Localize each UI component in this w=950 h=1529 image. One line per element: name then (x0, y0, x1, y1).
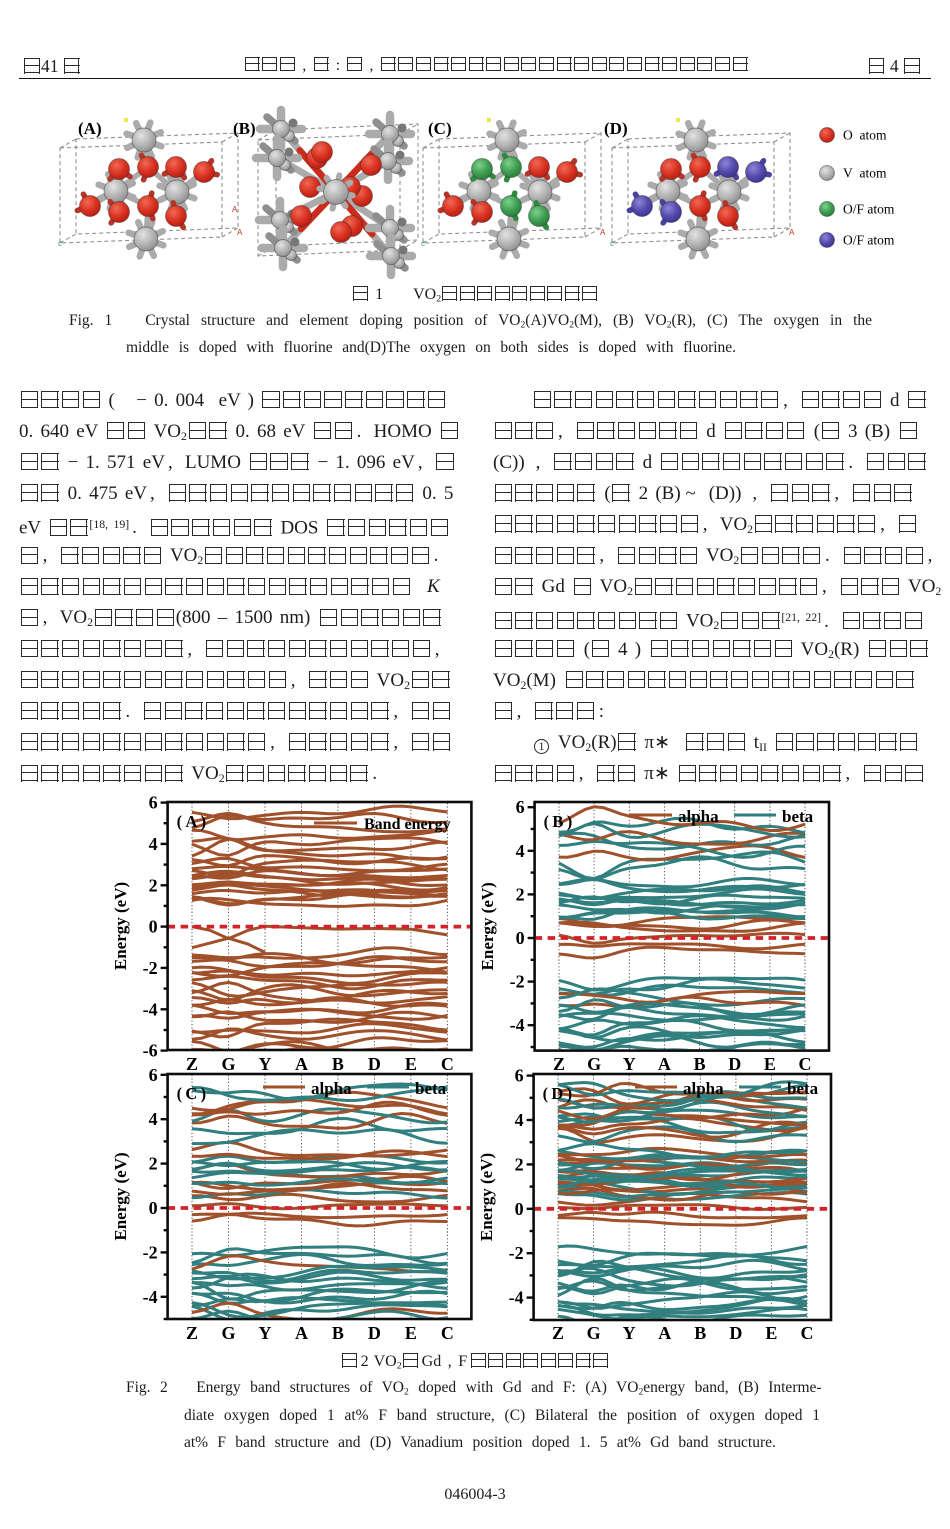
svg-text:B: B (332, 1054, 344, 1074)
svg-text:beta: beta (787, 1079, 819, 1098)
svg-text:-4: -4 (143, 1287, 158, 1307)
svg-text:Energy (eV): Energy (eV) (477, 1153, 496, 1241)
svg-text:-2: -2 (510, 972, 525, 992)
svg-text:-2: -2 (143, 958, 158, 978)
svg-text:4: 4 (149, 1109, 158, 1129)
svg-text:-4: -4 (143, 999, 158, 1019)
svg-text:-6: -6 (143, 1041, 158, 1061)
svg-text:2: 2 (149, 875, 158, 895)
svg-text:-4: -4 (510, 1015, 525, 1035)
svg-text:O atom: O atom (843, 128, 887, 143)
svg-text:C: C (801, 1323, 814, 1343)
svg-text:c: c (58, 239, 62, 248)
svg-text:0: 0 (149, 917, 158, 937)
svg-text:A: A (658, 1054, 671, 1074)
svg-text:4: 4 (515, 1110, 524, 1130)
svg-text:D: D (729, 1323, 742, 1343)
svg-text:alpha: alpha (678, 807, 719, 826)
svg-text:A: A (789, 228, 795, 237)
svg-text:4: 4 (149, 834, 158, 854)
svg-text:B: B (694, 1323, 706, 1343)
svg-text:6: 6 (516, 797, 525, 817)
svg-text:Y: Y (259, 1323, 272, 1343)
svg-text:B: B (694, 1054, 706, 1074)
svg-text:0: 0 (515, 1199, 524, 1219)
svg-text:Y: Y (623, 1054, 636, 1074)
svg-text:alpha: alpha (311, 1079, 352, 1098)
svg-text:6: 6 (149, 1065, 158, 1085)
svg-text:Y: Y (623, 1323, 636, 1343)
svg-text:0: 0 (149, 1198, 158, 1218)
svg-text:G: G (221, 1054, 235, 1074)
svg-text:G: G (587, 1054, 601, 1074)
svg-text:(D): (D) (604, 119, 628, 138)
svg-text:A: A (295, 1054, 308, 1074)
svg-text:beta: beta (782, 807, 814, 826)
svg-text:-2: -2 (143, 1242, 158, 1262)
svg-text:( B ): ( B ) (544, 812, 573, 831)
svg-text:-4: -4 (509, 1288, 524, 1308)
svg-text:C: C (799, 1054, 812, 1074)
svg-text:Z: Z (186, 1054, 198, 1074)
svg-text:alpha: alpha (683, 1079, 724, 1098)
svg-text:A: A (232, 205, 238, 214)
svg-text:Z: Z (186, 1323, 198, 1343)
svg-text:O/F atom: O/F atom (843, 202, 895, 217)
svg-text:A: A (658, 1323, 671, 1343)
svg-text:0: 0 (516, 928, 525, 948)
svg-text:O/F atom: O/F atom (843, 233, 895, 248)
svg-text:Band energy: Band energy (364, 816, 451, 833)
svg-text:2: 2 (149, 1154, 158, 1174)
svg-text:(B): (B) (233, 119, 256, 138)
svg-text:D: D (368, 1054, 381, 1074)
svg-text:V atom: V atom (843, 166, 887, 181)
svg-text:4: 4 (516, 841, 525, 861)
svg-text:A: A (295, 1323, 308, 1343)
svg-text:D: D (728, 1054, 741, 1074)
svg-text:E: E (765, 1323, 777, 1343)
svg-text:Y: Y (259, 1054, 272, 1074)
svg-text:A: A (237, 228, 243, 237)
svg-text:Z: Z (553, 1054, 565, 1074)
svg-text:Energy (eV): Energy (eV) (478, 882, 497, 970)
svg-text:E: E (764, 1054, 776, 1074)
svg-text:C: C (441, 1323, 454, 1343)
svg-text:beta: beta (415, 1079, 447, 1098)
svg-text:2: 2 (515, 1154, 524, 1174)
svg-text:( C ): ( C ) (177, 1084, 207, 1103)
svg-text:( A ): ( A ) (177, 812, 207, 831)
svg-text:E: E (405, 1054, 417, 1074)
svg-text:E: E (405, 1323, 417, 1343)
svg-text:-2: -2 (509, 1243, 524, 1263)
svg-text:(A): (A) (78, 119, 102, 138)
svg-text:A: A (600, 228, 606, 237)
svg-text:D: D (368, 1323, 381, 1343)
svg-text:Energy (eV): Energy (eV) (111, 1152, 130, 1240)
svg-text:Energy (eV): Energy (eV) (111, 882, 130, 970)
svg-text:G: G (587, 1323, 601, 1343)
svg-text:C: C (441, 1054, 454, 1074)
svg-text:( D ): ( D ) (543, 1084, 573, 1103)
svg-text:2: 2 (516, 884, 525, 904)
svg-text:6: 6 (515, 1066, 524, 1086)
svg-text:B: B (332, 1323, 344, 1343)
svg-text:(C): (C) (428, 119, 452, 138)
svg-text:c: c (610, 239, 614, 248)
svg-text:Z: Z (552, 1323, 564, 1343)
svg-text:6: 6 (149, 793, 158, 813)
svg-text:G: G (221, 1323, 235, 1343)
svg-text:c: c (421, 239, 425, 248)
